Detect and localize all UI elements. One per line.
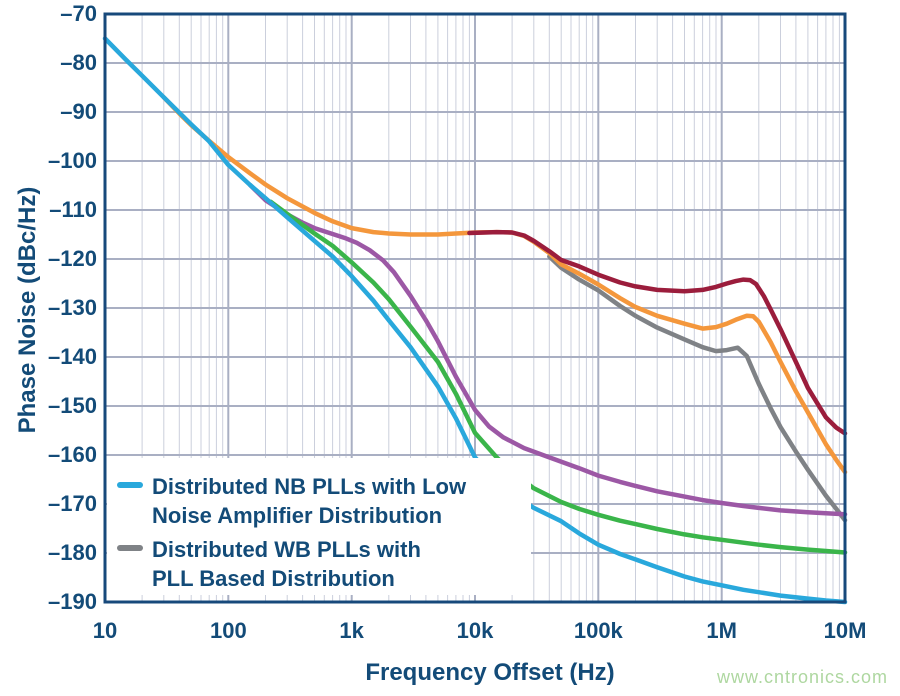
legend-entry-wb-plls-label: Distributed WB PLLs with PLL Based Distr…	[152, 535, 421, 593]
legend-entry-wb-plls: Distributed WB PLLs with PLL Based Distr…	[117, 535, 531, 593]
plot-frame	[103, 12, 847, 604]
y-tick-label: –150	[48, 393, 97, 418]
y-tick-label: –90	[60, 99, 97, 124]
x-tick-label: 10M	[823, 618, 867, 643]
y-tick-label: –70	[60, 1, 97, 26]
legend-entry-nb-plls-label: Distributed NB PLLs with Low Noise Ampli…	[152, 472, 466, 530]
y-tick-label: –170	[48, 491, 97, 516]
y-tick-label: –190	[48, 589, 97, 614]
x-axis-title: Frequency Offset (Hz)	[365, 659, 615, 686]
watermark: www.cntronics.com	[716, 667, 888, 687]
y-tick-label: –110	[49, 197, 97, 222]
legend: Distributed NB PLLs with Low Noise Ampli…	[107, 458, 531, 595]
nb-plls-legend-line-icon	[117, 482, 143, 488]
x-tick-label: 1k	[339, 618, 364, 643]
legend-text-line: Noise Amplifier Distribution	[152, 503, 443, 528]
x-tick-label: 1M	[706, 618, 737, 643]
x-tick-label: 100	[209, 618, 247, 643]
y-tick-label: –120	[48, 246, 97, 271]
y-tick-label: –140	[48, 344, 97, 369]
legend-entry-nb-plls: Distributed NB PLLs with Low Noise Ampli…	[117, 472, 531, 530]
x-tick-label: 100k	[573, 618, 623, 643]
curves	[102, 36, 848, 605]
curve-nb-plls-lna-distribution	[102, 36, 848, 605]
curve-series-green	[268, 199, 848, 555]
legend-text-line: Distributed WB PLLs with	[152, 537, 421, 562]
curve-series-purple	[247, 182, 848, 517]
curve-wb-plls-pll-distribution	[547, 254, 848, 523]
legend-text-line: Distributed NB PLLs with Low	[152, 474, 467, 499]
y-tick-label: –160	[48, 442, 97, 467]
x-tick-label: 10k	[456, 618, 494, 643]
y-tick-label: –80	[60, 50, 97, 75]
curve-series-darkred	[467, 229, 848, 436]
wb-plls-legend-line-icon	[117, 545, 143, 551]
legend-text-line: PLL Based Distribution	[152, 566, 395, 591]
y-tick-label: –180	[48, 540, 97, 565]
y-tick-label: –130	[48, 295, 97, 320]
y-axis-title: Phase Noise (dBc/Hz)	[14, 186, 41, 434]
y-tick-label: –100	[48, 148, 97, 173]
x-tick-label: 10	[92, 618, 118, 643]
